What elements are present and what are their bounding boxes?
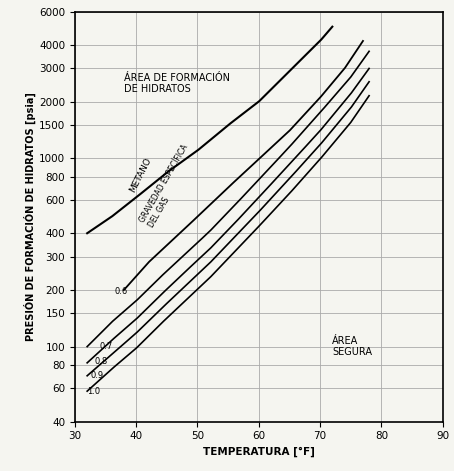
Text: GRAVEDAD ESPECÍFICA
DEL GAS: GRAVEDAD ESPECÍFICA DEL GAS (138, 143, 199, 229)
Text: 0.8: 0.8 (94, 357, 108, 366)
Text: ÁREA
SEGURA: ÁREA SEGURA (332, 336, 372, 357)
Text: ÁREA DE FORMACIÓN
DE HIDRATOS: ÁREA DE FORMACIÓN DE HIDRATOS (124, 73, 230, 94)
Text: METANO: METANO (128, 156, 153, 194)
X-axis label: TEMPERATURA [°F]: TEMPERATURA [°F] (203, 447, 315, 457)
Text: 0.9: 0.9 (90, 371, 104, 380)
Text: 0.7: 0.7 (99, 342, 113, 351)
Text: 1.0: 1.0 (87, 387, 100, 396)
Text: 0.6: 0.6 (115, 287, 128, 297)
Y-axis label: PRESIÓN DE FORMACIÓN DE HIDRATOS [psia]: PRESIÓN DE FORMACIÓN DE HIDRATOS [psia] (24, 92, 36, 341)
